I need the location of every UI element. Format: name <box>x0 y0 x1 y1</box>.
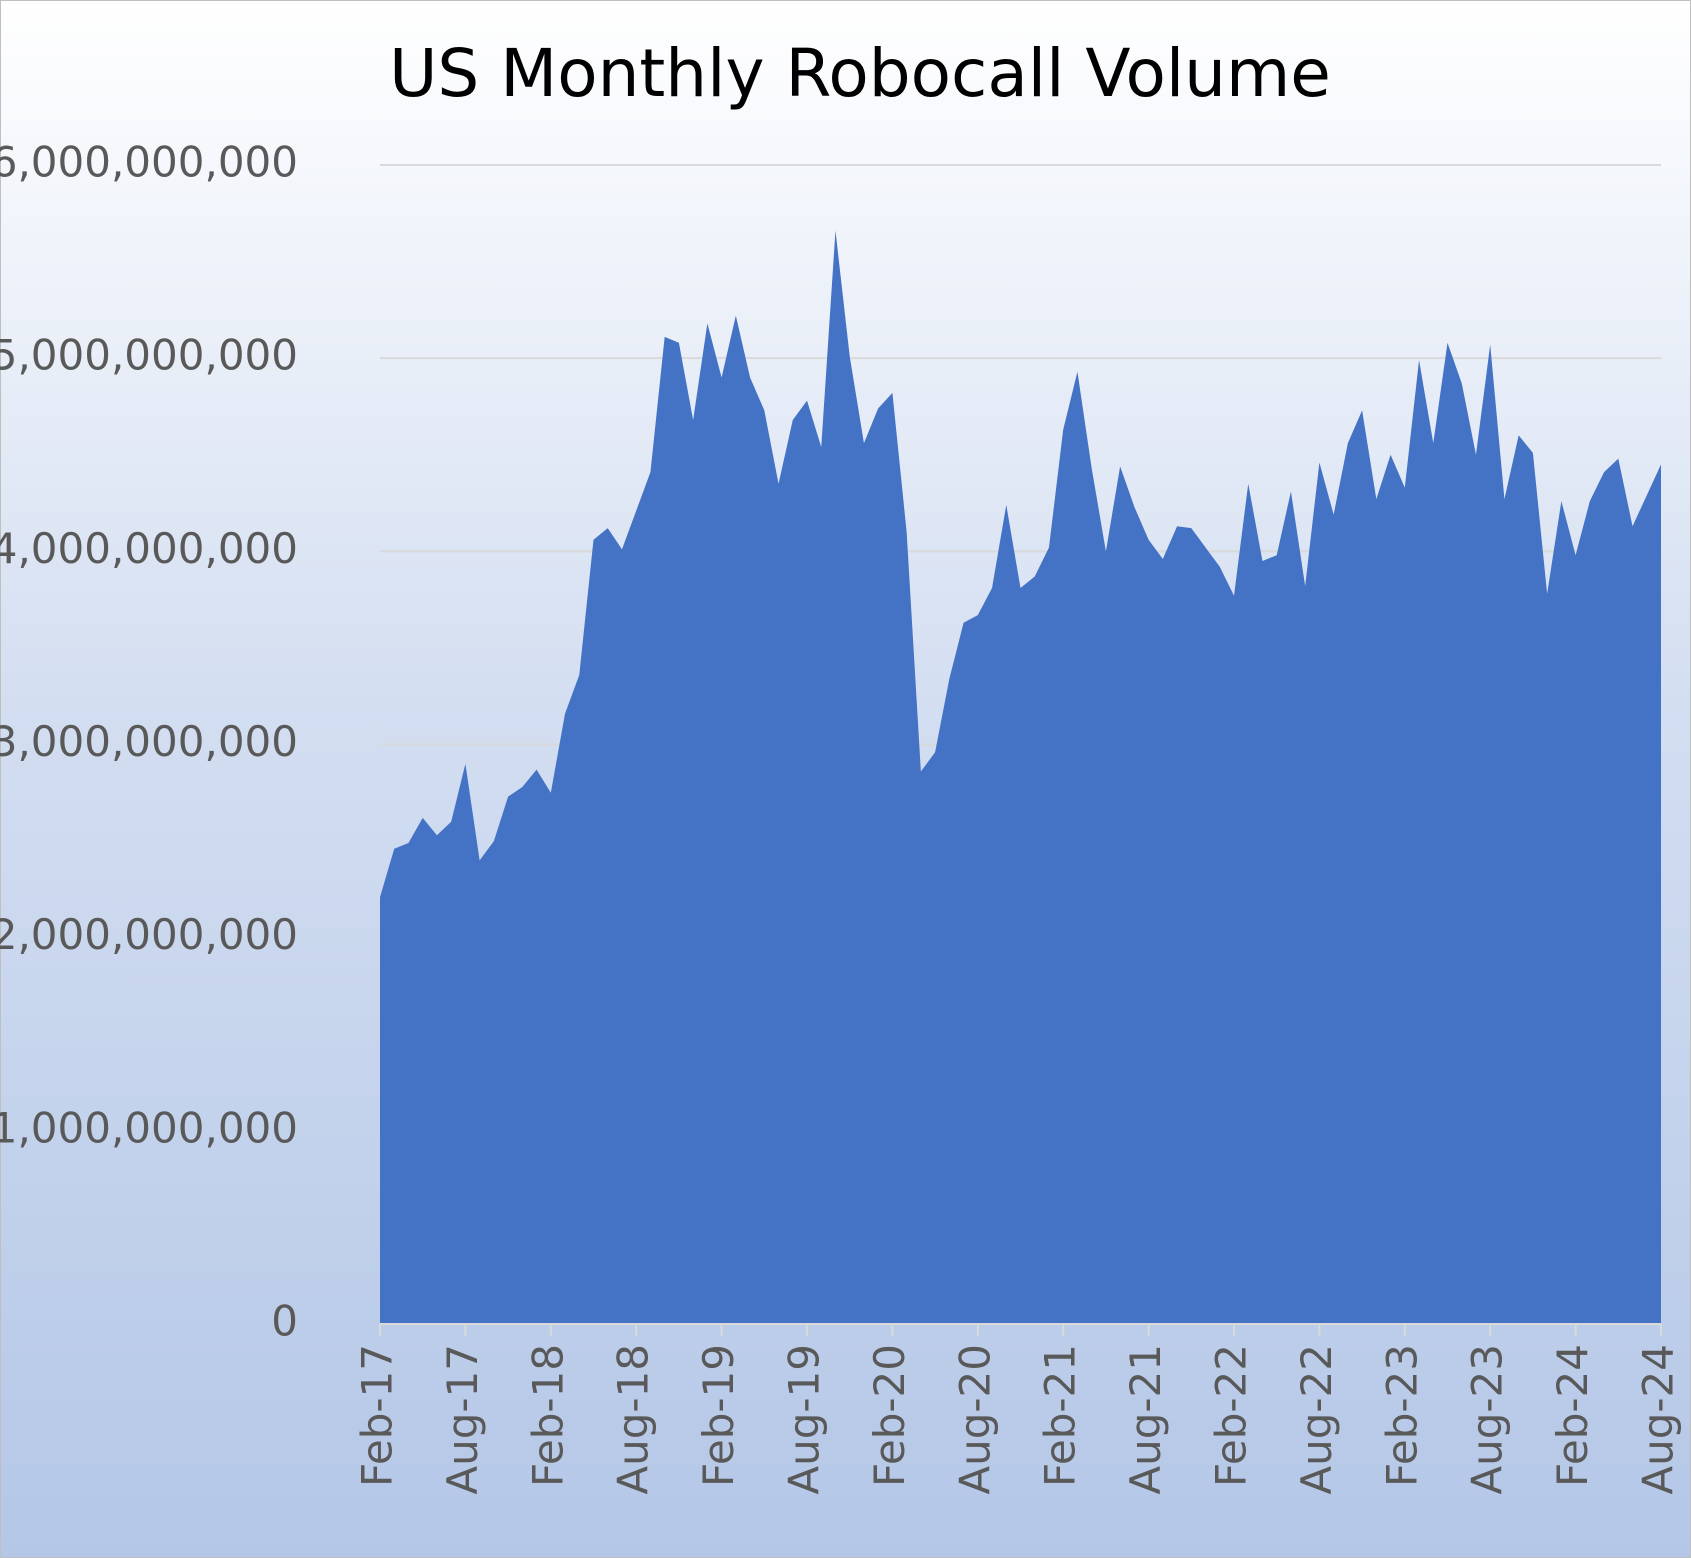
chart-title: US Monthly Robocall Volume <box>389 35 1331 112</box>
y-tick-label: 3,000,000,000 <box>0 717 298 766</box>
x-tick-label: Aug-22 <box>1292 1344 1341 1495</box>
x-tick-label: Feb-17 <box>353 1344 402 1487</box>
x-tick-label: Feb-24 <box>1548 1344 1597 1487</box>
x-tick-label: Feb-19 <box>694 1344 743 1487</box>
x-tick-label: Aug-18 <box>609 1344 658 1495</box>
x-tick-label: Aug-24 <box>1634 1344 1683 1495</box>
x-tick-label: Feb-23 <box>1377 1344 1426 1487</box>
area <box>380 230 1661 1325</box>
y-tick-label: 6,000,000,000 <box>0 138 298 187</box>
y-tick-label: 0 <box>271 1297 298 1346</box>
x-tick-label: Aug-21 <box>1121 1344 1170 1495</box>
y-tick-label: 5,000,000,000 <box>0 331 298 380</box>
x-tick-label: Aug-19 <box>780 1344 829 1495</box>
x-tick-label: Aug-23 <box>1463 1344 1512 1495</box>
y-tick-label: 2,000,000,000 <box>0 910 298 959</box>
y-tick-label: 4,000,000,000 <box>0 524 298 573</box>
x-tick-label: Feb-18 <box>523 1344 572 1487</box>
y-tick-label: 1,000,000,000 <box>0 1103 298 1152</box>
x-tick-label: Aug-17 <box>438 1344 487 1495</box>
x-tick-label: Aug-20 <box>950 1344 999 1495</box>
x-tick-label: Feb-21 <box>1036 1344 1085 1487</box>
x-tick-label: Feb-22 <box>1207 1344 1256 1487</box>
x-tick-label: Feb-20 <box>865 1344 914 1487</box>
